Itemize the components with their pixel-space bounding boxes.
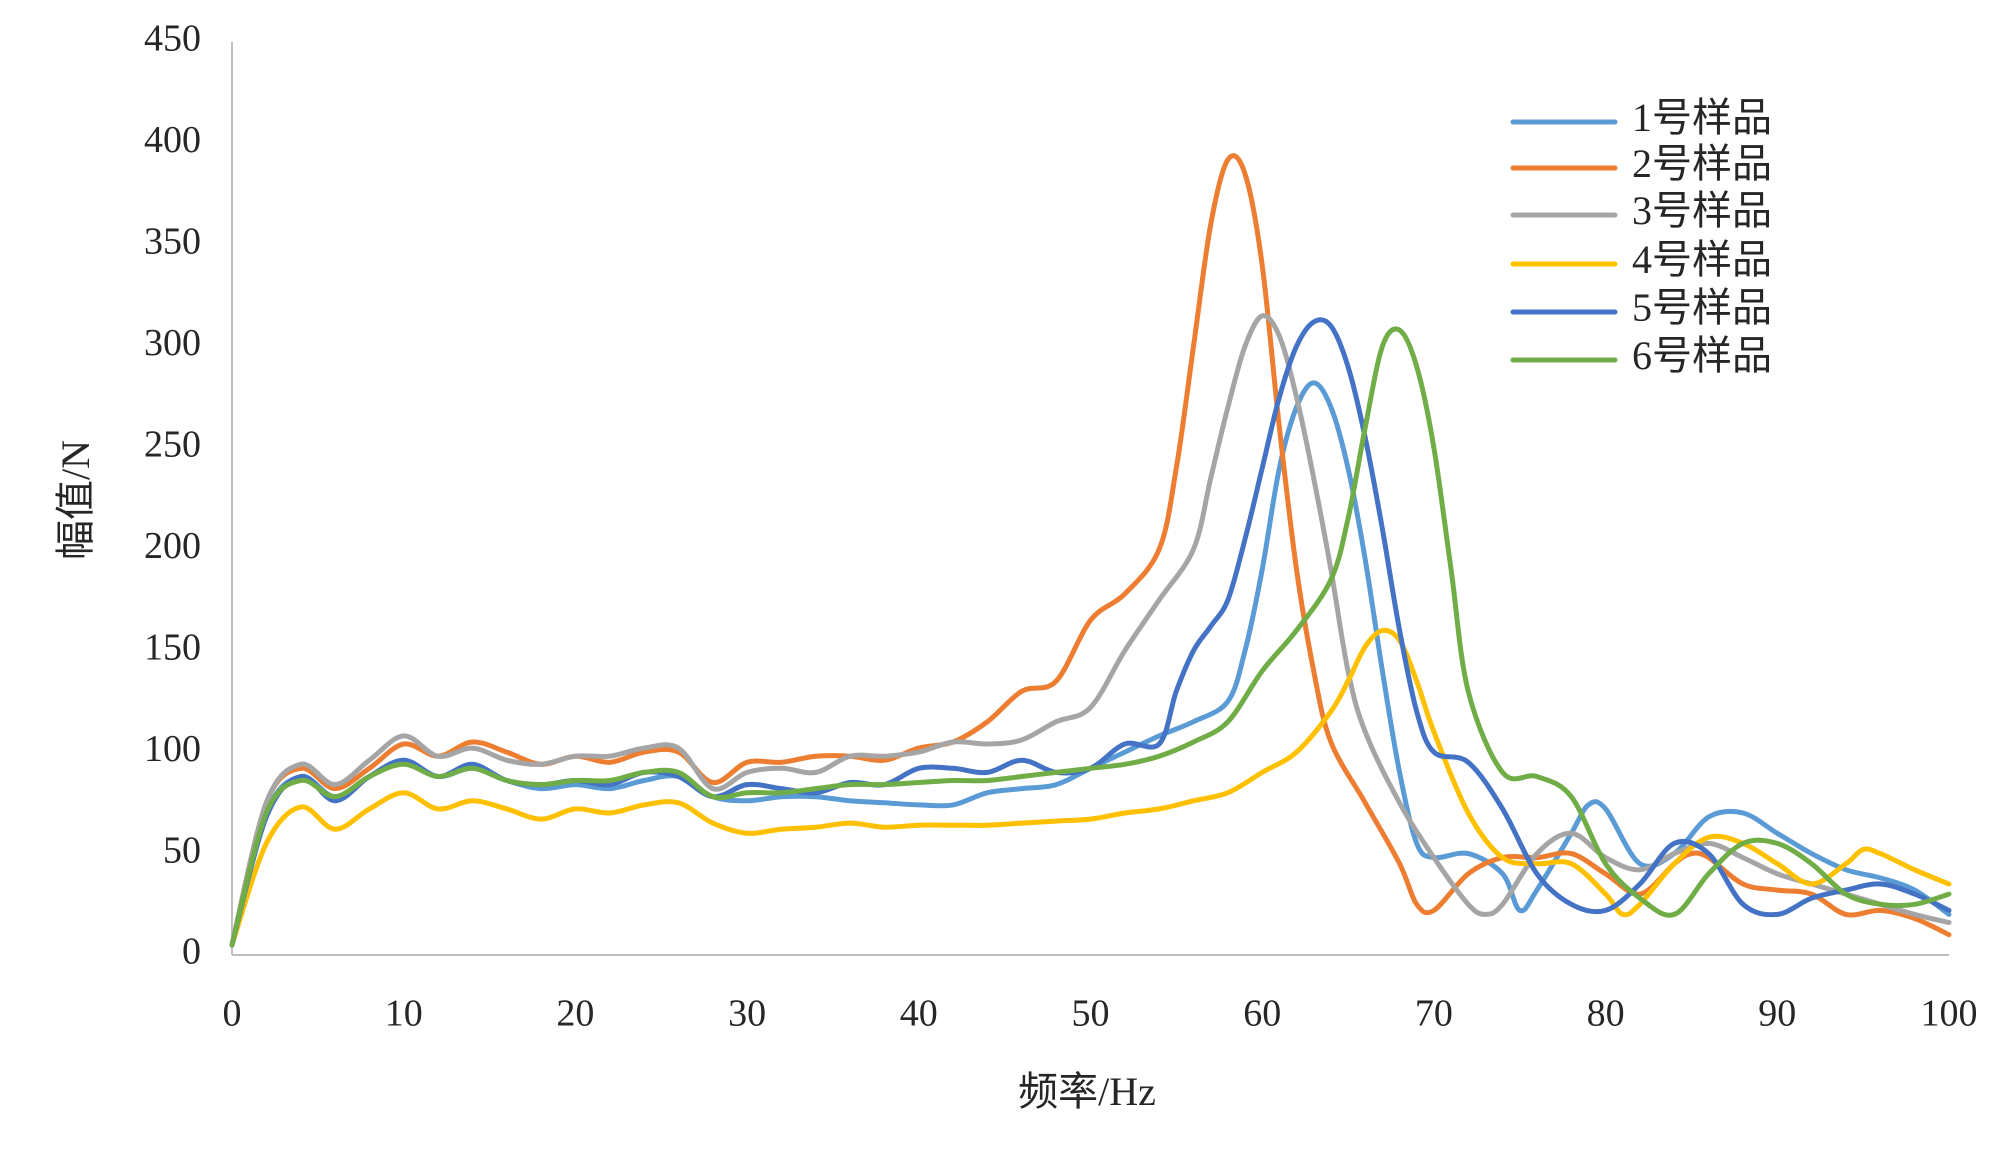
x-tick-label: 90 [1758,993,1796,1035]
x-tick-labels: 0 10 20 30 40 50 60 70 80 90 100 [223,993,1978,1035]
legend-item: 2号样品 [1510,141,1772,186]
axes [231,42,1949,956]
series-line-3 [229,313,1952,948]
y-tick-label: 200 [144,525,201,567]
y-tick-labels: 0 50 100 150 200 250 300 350 400 450 [144,18,201,973]
legend: 1号样品 2号样品 3号样品 4号样品 5号样品 6号样品 [1510,95,1772,378]
legend-item: 6号样品 [1510,333,1772,378]
series-lines [229,153,1952,948]
x-tick-label: 70 [1415,993,1453,1035]
x-tick-label: 20 [556,993,594,1035]
y-tick-label: 400 [144,119,201,161]
y-tick-label: 350 [144,221,201,263]
legend-label: 5号样品 [1632,285,1772,330]
x-tick-label: 30 [728,993,766,1035]
series-line-6 [229,326,1952,948]
y-tick-label: 150 [144,626,201,668]
legend-label: 4号样品 [1632,237,1772,282]
x-tick-label: 60 [1243,993,1281,1035]
series-line-4 [229,627,1952,948]
y-axis-title: 幅值/N [53,440,98,560]
y-tick-label: 250 [144,423,201,465]
x-tick-label: 10 [385,993,423,1035]
y-tick-label: 0 [182,931,201,973]
x-tick-label: 80 [1587,993,1625,1035]
legend-item: 1号样品 [1510,95,1772,140]
legend-label: 6号样品 [1632,333,1772,378]
y-tick-label: 300 [144,322,201,364]
x-tick-label: 0 [223,993,242,1035]
legend-label: 3号样品 [1632,188,1772,233]
legend-label: 1号样品 [1632,95,1772,140]
y-tick-label: 100 [144,728,201,770]
x-tick-label: 100 [1921,993,1978,1035]
x-tick-label: 40 [900,993,938,1035]
legend-item: 5号样品 [1510,285,1772,330]
legend-item: 4号样品 [1510,237,1772,282]
x-axis-title: 频率/Hz [1018,1069,1156,1114]
legend-label: 2号样品 [1632,141,1772,186]
y-tick-label: 450 [144,18,201,60]
y-tick-label: 50 [163,829,201,871]
x-tick-label: 50 [1072,993,1110,1035]
legend-item: 3号样品 [1510,188,1772,233]
series-line-1 [229,380,1952,948]
